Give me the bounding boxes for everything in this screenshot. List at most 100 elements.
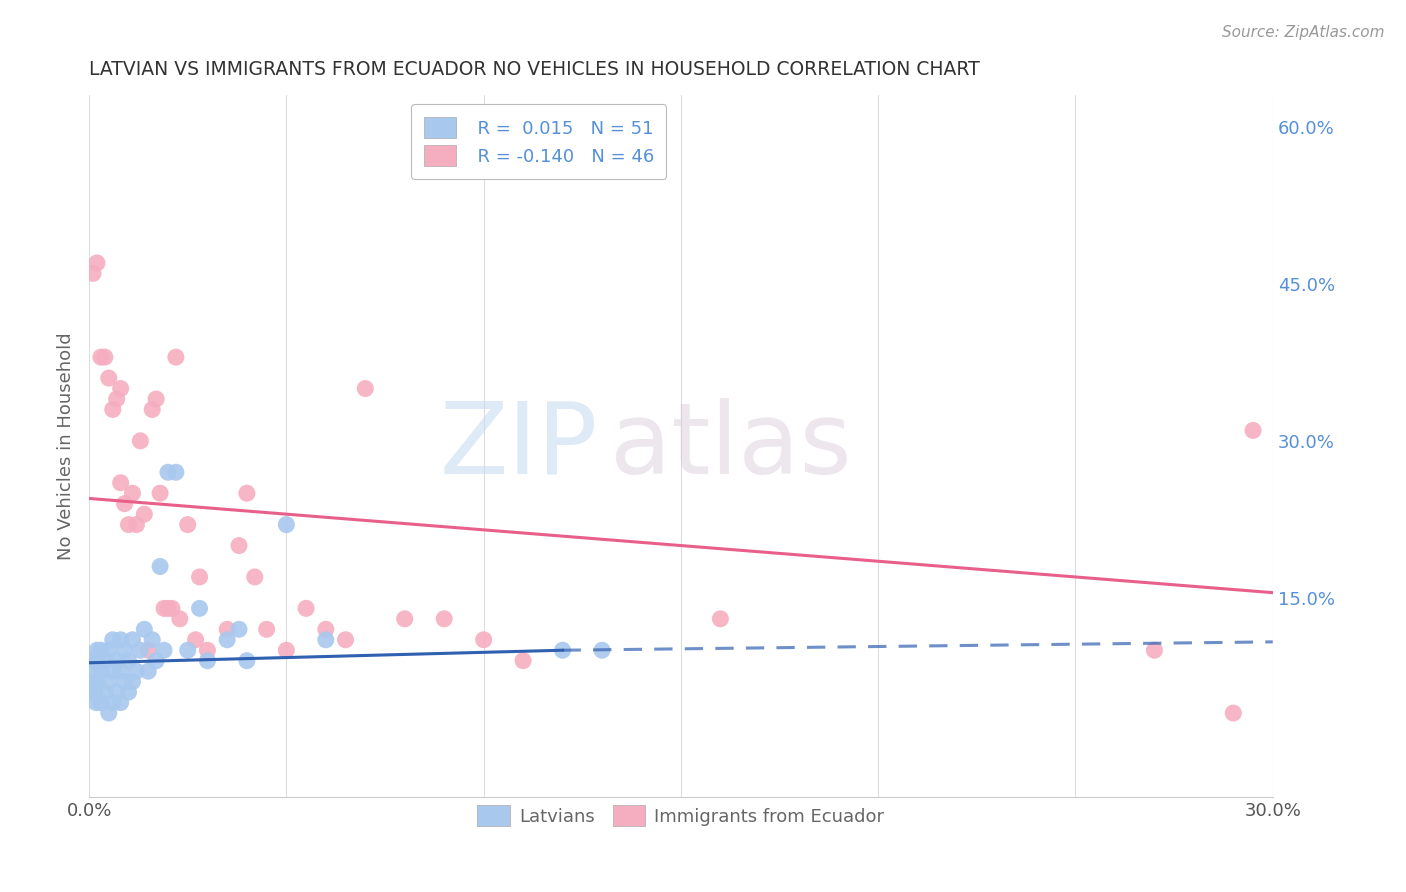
Point: [236, 486, 259, 500]
Point: [129, 434, 152, 448]
Point: [84, 696, 107, 710]
Point: [90, 664, 112, 678]
Point: [177, 643, 200, 657]
Point: [256, 622, 278, 636]
Point: [433, 612, 456, 626]
Point: [141, 402, 163, 417]
Point: [121, 486, 143, 500]
Point: [101, 664, 124, 678]
Point: [315, 622, 337, 636]
Point: [110, 475, 132, 490]
Text: atlas: atlas: [610, 398, 852, 494]
Point: [177, 517, 200, 532]
Point: [114, 497, 136, 511]
Text: ZIP: ZIP: [440, 398, 598, 494]
Point: [153, 601, 176, 615]
Point: [295, 601, 318, 615]
Point: [97, 674, 120, 689]
Point: [110, 632, 132, 647]
Point: [165, 465, 187, 479]
Point: [117, 654, 139, 668]
Point: [141, 632, 163, 647]
Point: [472, 632, 495, 647]
Point: [169, 612, 191, 626]
Point: [82, 685, 104, 699]
Point: [86, 674, 108, 689]
Point: [105, 654, 128, 668]
Point: [105, 685, 128, 699]
Point: [145, 654, 167, 668]
Point: [156, 601, 179, 615]
Point: [114, 643, 136, 657]
Point: [149, 559, 172, 574]
Point: [94, 350, 117, 364]
Point: [101, 696, 124, 710]
Point: [129, 643, 152, 657]
Legend: Latvians, Immigrants from Ecuador: Latvians, Immigrants from Ecuador: [470, 798, 891, 833]
Point: [156, 465, 179, 479]
Point: [136, 664, 159, 678]
Text: LATVIAN VS IMMIGRANTS FROM ECUADOR NO VEHICLES IN HOUSEHOLD CORRELATION CHART: LATVIAN VS IMMIGRANTS FROM ECUADOR NO VE…: [89, 60, 980, 78]
Point: [136, 643, 159, 657]
Point: [97, 706, 120, 720]
Point: [84, 664, 107, 678]
Point: [84, 685, 107, 699]
Point: [90, 696, 112, 710]
Point: [315, 632, 337, 647]
Point: [145, 392, 167, 406]
Point: [97, 643, 120, 657]
Point: [90, 350, 112, 364]
Point: [709, 612, 731, 626]
Point: [188, 570, 211, 584]
Point: [86, 654, 108, 668]
Point: [228, 539, 250, 553]
Point: [153, 643, 176, 657]
Point: [86, 643, 108, 657]
Point: [243, 570, 266, 584]
Point: [83, 674, 105, 689]
Point: [165, 350, 187, 364]
Point: [354, 382, 377, 396]
Point: [101, 632, 124, 647]
Point: [94, 654, 117, 668]
Point: [512, 654, 534, 668]
Y-axis label: No Vehicles in Household: No Vehicles in Household: [58, 333, 75, 560]
Point: [86, 256, 108, 270]
Point: [236, 654, 259, 668]
Point: [197, 654, 219, 668]
Point: [117, 685, 139, 699]
Text: Source: ZipAtlas.com: Source: ZipAtlas.com: [1222, 25, 1385, 40]
Point: [149, 486, 172, 500]
Point: [114, 674, 136, 689]
Point: [228, 622, 250, 636]
Point: [160, 601, 183, 615]
Point: [1143, 643, 1166, 657]
Point: [110, 664, 132, 678]
Point: [217, 632, 239, 647]
Point: [121, 632, 143, 647]
Point: [125, 664, 148, 678]
Point: [134, 507, 156, 521]
Point: [1241, 424, 1264, 438]
Point: [117, 517, 139, 532]
Point: [121, 674, 143, 689]
Point: [105, 392, 128, 406]
Point: [276, 643, 298, 657]
Point: [97, 371, 120, 385]
Point: [184, 632, 207, 647]
Point: [82, 266, 104, 280]
Point: [217, 622, 239, 636]
Point: [134, 622, 156, 636]
Point: [110, 696, 132, 710]
Point: [94, 685, 117, 699]
Point: [551, 643, 574, 657]
Point: [1222, 706, 1244, 720]
Point: [276, 517, 298, 532]
Point: [394, 612, 416, 626]
Point: [125, 517, 148, 532]
Point: [90, 643, 112, 657]
Point: [188, 601, 211, 615]
Point: [197, 643, 219, 657]
Point: [591, 643, 613, 657]
Point: [335, 632, 357, 647]
